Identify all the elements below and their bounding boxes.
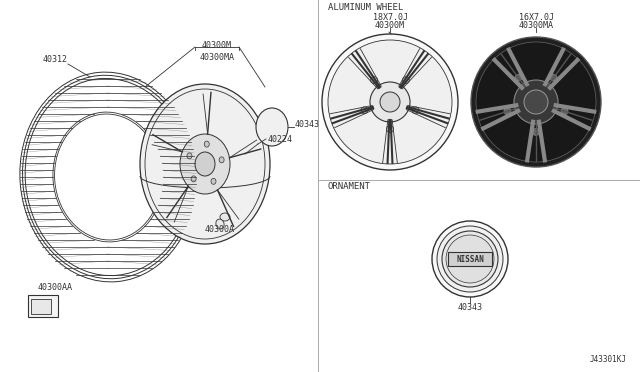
Circle shape <box>471 37 601 167</box>
Ellipse shape <box>191 176 196 182</box>
Text: ORNAMENT: ORNAMENT <box>328 182 371 191</box>
Ellipse shape <box>180 134 230 194</box>
Text: 40224: 40224 <box>268 135 293 144</box>
Circle shape <box>322 34 458 170</box>
Bar <box>28 295 58 317</box>
Ellipse shape <box>204 141 209 147</box>
Text: 18X7.0J: 18X7.0J <box>372 13 408 22</box>
Text: ALUMINUM WHEEL: ALUMINUM WHEEL <box>328 3 403 12</box>
Circle shape <box>370 82 410 122</box>
Text: 40300M: 40300M <box>375 21 405 30</box>
Text: 40343: 40343 <box>295 120 320 129</box>
Circle shape <box>412 107 419 114</box>
Circle shape <box>403 77 410 84</box>
Circle shape <box>442 231 498 287</box>
Text: NISSAN: NISSAN <box>456 254 484 263</box>
Ellipse shape <box>219 157 224 163</box>
Circle shape <box>328 40 452 164</box>
Circle shape <box>515 74 522 81</box>
Circle shape <box>437 226 503 292</box>
Circle shape <box>561 108 568 115</box>
Circle shape <box>361 107 368 114</box>
Ellipse shape <box>211 178 216 184</box>
Circle shape <box>371 77 378 84</box>
Circle shape <box>504 108 511 115</box>
Text: 16X7.0J: 16X7.0J <box>518 13 554 22</box>
Text: 40300AA: 40300AA <box>38 283 73 292</box>
Circle shape <box>550 74 557 81</box>
Circle shape <box>387 125 394 132</box>
Text: 40300A: 40300A <box>205 225 235 234</box>
Ellipse shape <box>256 108 288 146</box>
Bar <box>31 299 51 314</box>
Ellipse shape <box>195 152 215 176</box>
Ellipse shape <box>220 213 230 221</box>
Ellipse shape <box>187 153 192 159</box>
Circle shape <box>432 221 508 297</box>
Text: 40312: 40312 <box>42 55 67 64</box>
Circle shape <box>514 80 558 124</box>
Ellipse shape <box>216 219 224 229</box>
Text: 40343: 40343 <box>458 303 483 312</box>
FancyBboxPatch shape <box>448 252 492 266</box>
Circle shape <box>532 128 540 135</box>
Text: 40300MA: 40300MA <box>518 21 554 30</box>
Circle shape <box>524 90 548 114</box>
Ellipse shape <box>140 84 270 244</box>
Circle shape <box>476 42 596 162</box>
Text: J43301KJ: J43301KJ <box>590 355 627 364</box>
Circle shape <box>380 92 400 112</box>
Circle shape <box>446 235 494 283</box>
Text: 40300M
40300MA: 40300M 40300MA <box>200 41 234 62</box>
